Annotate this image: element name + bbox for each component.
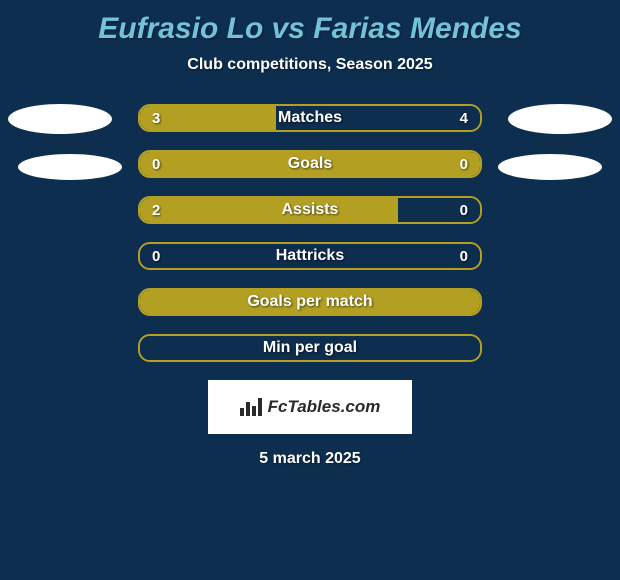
bar-chart-icon [240, 398, 262, 416]
subtitle: Club competitions, Season 2025 [0, 56, 620, 74]
stat-row: Assists2 0 [138, 196, 482, 224]
stat-row: Goals0 0 [138, 150, 482, 178]
stat-value-right: 0 [460, 198, 468, 222]
stat-label: Goals per match [140, 290, 480, 314]
stat-row: Hattricks0 0 [138, 242, 482, 270]
stat-label: Assists [140, 198, 480, 222]
stats-area: Matches34Goals00Assists20Hattricks00Goal… [0, 104, 620, 362]
player-left-avatar-placeholder-2 [18, 154, 122, 180]
stat-value-left: 0 [152, 152, 160, 176]
comparison-infographic: Eufrasio Lo vs Farias Mendes Club compet… [0, 0, 620, 580]
stat-row: Goals per match [138, 288, 482, 316]
date: 5 march 2025 [0, 450, 620, 468]
stat-label: Min per goal [140, 336, 480, 360]
watermark-badge: FcTables.com [208, 380, 412, 434]
player-left-avatar-placeholder [8, 104, 112, 134]
stat-value-right: 4 [460, 106, 468, 130]
stat-label: Hattricks [140, 244, 480, 268]
stat-label: Goals [140, 152, 480, 176]
stat-value-left: 3 [152, 106, 160, 130]
stat-row: Min per goal [138, 334, 482, 362]
player-right-avatar-placeholder [508, 104, 612, 134]
stat-value-right: 0 [460, 244, 468, 268]
stat-row: Matches3 4 [138, 104, 482, 132]
stat-bars: Matches34Goals00Assists20Hattricks00Goal… [138, 104, 482, 362]
watermark-text: FcTables.com [268, 397, 381, 417]
title: Eufrasio Lo vs Farias Mendes [0, 12, 620, 46]
stat-value-left: 0 [152, 244, 160, 268]
stat-value-left: 2 [152, 198, 160, 222]
player-right-avatar-placeholder-2 [498, 154, 602, 180]
stat-value-right: 0 [460, 152, 468, 176]
stat-label: Matches [140, 106, 480, 130]
